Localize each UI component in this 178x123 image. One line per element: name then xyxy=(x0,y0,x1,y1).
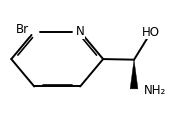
Text: HO: HO xyxy=(142,26,160,39)
Text: N: N xyxy=(76,25,85,38)
Text: Br: Br xyxy=(16,23,29,36)
Polygon shape xyxy=(130,60,138,89)
Text: NH₂: NH₂ xyxy=(144,84,166,97)
